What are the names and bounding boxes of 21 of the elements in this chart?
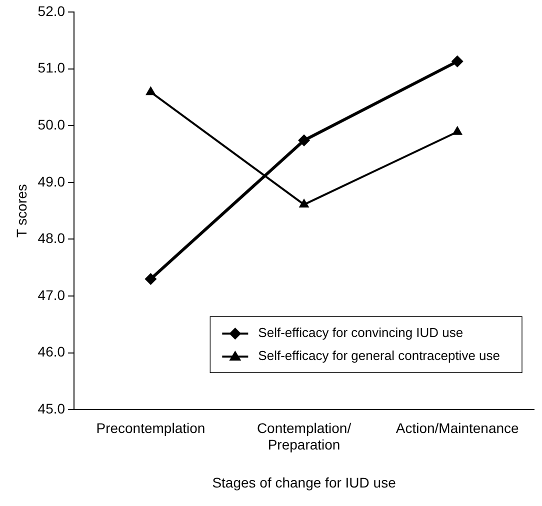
y-tick-label: 50.0 — [38, 116, 66, 132]
y-tick-label: 48.0 — [38, 230, 66, 246]
point — [144, 272, 157, 285]
y-tick-label: 51.0 — [38, 60, 66, 76]
x-tick-label: Precontemplation — [96, 420, 206, 436]
legend-label: Self-efficacy for general contraceptive use — [258, 348, 500, 364]
legend-label: Self-efficacy for convincing IUD use — [258, 325, 464, 340]
x-axis-title: Stages of change for IUD use — [212, 474, 396, 490]
y-tick-label: 45.0 — [38, 400, 66, 416]
x-tick-label: Action/Maintenance — [396, 420, 520, 436]
point — [452, 126, 463, 135]
y-tick-label: 47.0 — [38, 286, 66, 303]
y-tick-label: 46.0 — [38, 344, 66, 360]
y-tick-label: 49.0 — [38, 173, 66, 190]
y-axis-title: T scores — [13, 184, 30, 238]
point — [298, 134, 310, 146]
point — [146, 86, 156, 96]
x-tick-label: Contemplation/ Preparation — [256, 420, 352, 453]
point — [451, 55, 464, 68]
point — [298, 198, 310, 208]
y-tick-label: 52.0 — [38, 2, 66, 19]
